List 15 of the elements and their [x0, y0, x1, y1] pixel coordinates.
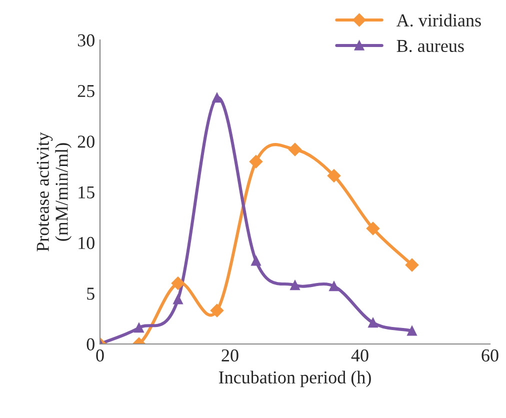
x-tick-label: 40	[351, 349, 368, 362]
y-tick-label: 25	[78, 84, 94, 98]
x-tick-label: 0	[96, 349, 104, 362]
y-tick-label: 15	[78, 186, 94, 198]
y-tick-label: 20	[78, 136, 94, 148]
x-tick-label: 60	[482, 349, 498, 362]
x-axis-title: Incubation period (h)	[218, 370, 371, 388]
x-tick-label: 20	[222, 349, 238, 362]
y-tick-label: 10	[78, 236, 94, 250]
y-tick-label: 30	[78, 34, 94, 46]
legend-label: A. viridians	[396, 14, 481, 27]
y-axis-title: Protease activity (mM/min/ml)	[36, 132, 72, 252]
y-tick-label: 0	[86, 338, 94, 350]
y-tick-label: 5	[87, 288, 94, 300]
legend-label: B. aureus	[396, 40, 464, 52]
